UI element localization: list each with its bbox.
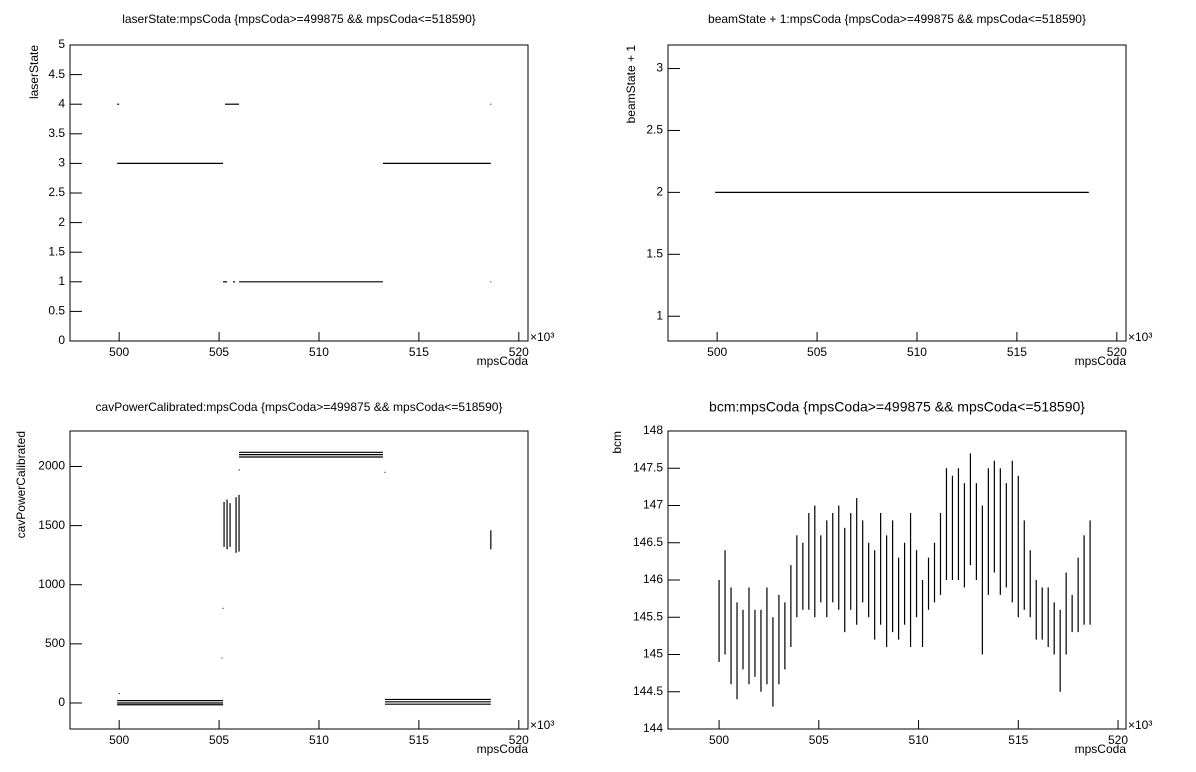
x-tick-label: 510 — [907, 345, 927, 359]
x-multiplier: ×10³ — [530, 718, 554, 732]
y-tick-label: 147.5 — [633, 460, 663, 474]
y-tick-label: 1.5 — [646, 246, 663, 260]
y-tick-label: 4.5 — [48, 67, 65, 81]
x-axis-label: mpsCoda — [477, 354, 529, 368]
x-tick-label: 500 — [109, 733, 129, 747]
y-tick-label: 3 — [656, 61, 663, 75]
x-tick-label: 505 — [807, 345, 827, 359]
x-tick-label: 515 — [1007, 345, 1027, 359]
y-tick-label: 1 — [656, 308, 663, 322]
chart-title: beamState + 1:mpsCoda {mpsCoda>=499875 &… — [708, 12, 1086, 26]
x-tick-label: 500 — [709, 733, 729, 747]
y-tick-label: 1.5 — [48, 244, 65, 258]
chart-title: bcm:mpsCoda {mpsCoda>=499875 && mpsCoda<… — [709, 399, 1085, 415]
y-axis-label: laserState — [27, 45, 41, 99]
x-tick-label: 515 — [1008, 733, 1028, 747]
x-tick-label: 505 — [209, 345, 229, 359]
x-tick-label: 500 — [707, 345, 727, 359]
frame — [69, 430, 529, 730]
x-tick-label: 520 — [509, 345, 529, 359]
x-tick-label: 505 — [209, 733, 229, 747]
y-tick-label: 144.5 — [633, 684, 663, 698]
y-tick-label: 0 — [58, 333, 65, 347]
frame — [667, 44, 1127, 342]
y-axis-label: cavPowerCalibrated — [14, 431, 28, 538]
x-tick-label: 505 — [809, 733, 829, 747]
y-tick-label: 4 — [58, 96, 65, 110]
x-multiplier: ×10³ — [530, 330, 554, 344]
x-axis-label: mpsCoda — [477, 742, 529, 756]
x-tick-label: 520 — [1107, 345, 1127, 359]
x-tick-label: 520 — [509, 733, 529, 747]
chart-title: laserState:mpsCoda {mpsCoda>=499875 && m… — [122, 12, 476, 26]
x-tick-label: 500 — [109, 345, 129, 359]
y-axis-label: bcm — [610, 431, 624, 454]
y-tick-label: 145.5 — [633, 609, 663, 623]
x-tick-label: 515 — [409, 345, 429, 359]
y-tick-label: 146.5 — [633, 535, 663, 549]
y-tick-label: 2000 — [38, 459, 65, 473]
y-tick-label: 3.5 — [48, 126, 65, 140]
y-tick-label: 0 — [58, 695, 65, 709]
chart-title: cavPowerCalibrated:mpsCoda {mpsCoda>=499… — [96, 400, 503, 414]
y-axis-label: beamState + 1 — [624, 45, 638, 124]
x-axis-label: mpsCoda — [1075, 742, 1127, 756]
y-tick-label: 147 — [643, 498, 663, 512]
y-tick-label: 500 — [45, 636, 65, 650]
y-tick-label: 146 — [643, 572, 663, 586]
y-tick-label: 2 — [656, 185, 663, 199]
y-tick-label: 2.5 — [646, 123, 663, 137]
y-tick-label: 3 — [58, 156, 65, 170]
y-tick-label: 2 — [58, 215, 65, 229]
x-tick-label: 515 — [409, 733, 429, 747]
y-tick-label: 1500 — [38, 518, 65, 532]
y-tick-label: 144 — [643, 721, 663, 735]
y-tick-label: 1 — [58, 274, 65, 288]
y-tick-label: 5 — [58, 37, 65, 51]
y-tick-label: 148 — [643, 423, 663, 437]
y-tick-label: 2.5 — [48, 185, 65, 199]
x-tick-label: 510 — [309, 345, 329, 359]
x-multiplier: ×10³ — [1128, 718, 1152, 732]
x-tick-label: 520 — [1108, 733, 1128, 747]
x-multiplier: ×10³ — [1128, 330, 1152, 344]
x-tick-label: 510 — [909, 733, 929, 747]
y-tick-label: 145 — [643, 647, 663, 661]
x-tick-label: 510 — [309, 733, 329, 747]
y-tick-label: 0.5 — [48, 304, 65, 318]
x-axis-label: mpsCoda — [1075, 354, 1127, 368]
y-tick-label: 1000 — [38, 577, 65, 591]
